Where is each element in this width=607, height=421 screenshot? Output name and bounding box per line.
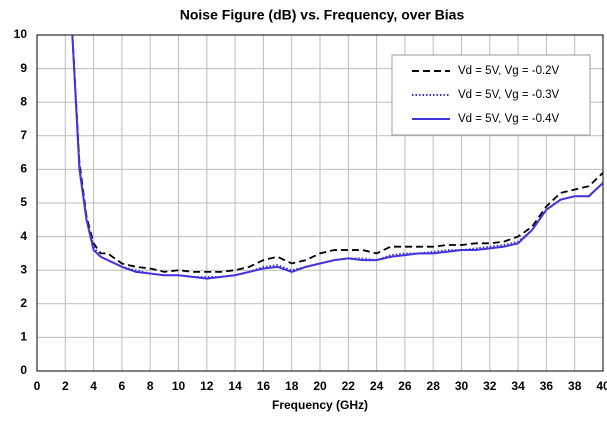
x-tick-label: 22 — [342, 379, 356, 393]
x-tick-label: 18 — [285, 379, 299, 393]
x-tick-label: 12 — [200, 379, 214, 393]
plot-border — [36, 34, 604, 372]
legend-label: Vd = 5V, Vg = -0.2V — [458, 65, 560, 77]
y-tick-label: 1 — [20, 330, 27, 344]
x-tick-label: 8 — [147, 379, 154, 393]
y-tick-label: 9 — [20, 61, 27, 75]
x-tick-label: 32 — [483, 379, 497, 393]
y-tick-label: 4 — [20, 229, 27, 243]
x-tick-label: 28 — [427, 379, 441, 393]
x-tick-label: 4 — [90, 379, 97, 393]
y-tick-label: 8 — [20, 94, 27, 108]
y-tick-label: 0 — [20, 363, 27, 377]
x-tick-label: 0 — [34, 379, 41, 393]
x-tick-label: 20 — [313, 379, 327, 393]
x-axis-label: Frequency (GHz) — [272, 398, 368, 412]
series-line — [71, 35, 603, 280]
y-tick-label: 3 — [20, 262, 27, 276]
x-tick-label: 16 — [257, 379, 271, 393]
x-tick-label: 34 — [511, 379, 525, 393]
x-tick-label: 26 — [398, 379, 412, 393]
x-tick-label: 38 — [568, 379, 582, 393]
chart-title: Noise Figure (dB) vs. Frequency, over Bi… — [180, 7, 465, 23]
x-tick-label: 14 — [228, 379, 242, 393]
y-tick-label: 5 — [20, 195, 27, 209]
x-tick-label: 10 — [172, 379, 186, 393]
legend-label: Vd = 5V, Vg = -0.3V — [458, 89, 560, 101]
y-tick-label: 2 — [20, 296, 27, 310]
x-tick-label: 6 — [119, 379, 126, 393]
series-line — [71, 35, 603, 273]
x-tick-label: 30 — [455, 379, 469, 393]
x-tick-label: 2 — [62, 379, 69, 393]
x-tick-label: 40 — [596, 379, 607, 393]
y-tick-label: 10 — [14, 27, 28, 41]
legend-label: Vd = 5V, Vg = -0.4V — [458, 113, 560, 125]
x-tick-label: 36 — [540, 379, 554, 393]
x-tick-label: 24 — [370, 379, 384, 393]
y-tick-label: 7 — [20, 128, 27, 142]
legend-box — [391, 54, 591, 136]
y-tick-label: 6 — [20, 162, 27, 176]
